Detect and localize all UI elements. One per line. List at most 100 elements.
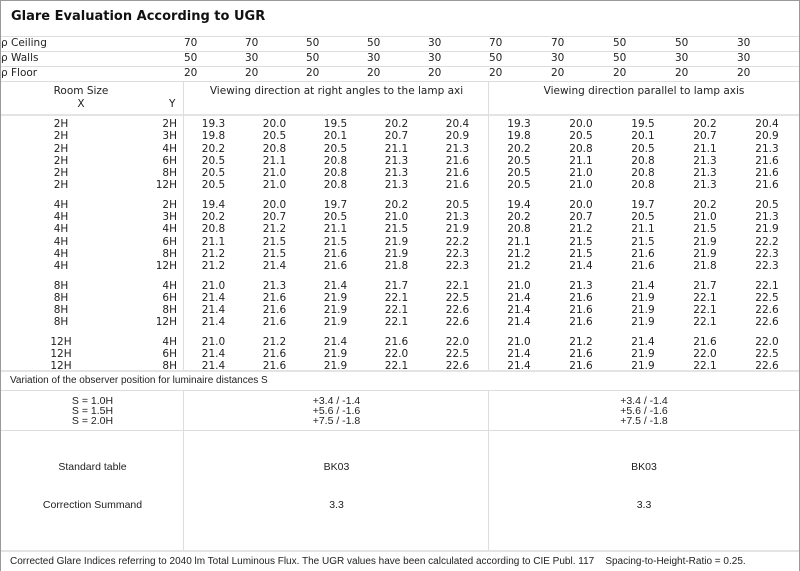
ugr-value: 20.0	[569, 198, 593, 211]
ugr-value: 22.6	[445, 316, 470, 329]
ugr-value: 21.0	[201, 335, 226, 348]
table-row: 12H 6H 21.4 21.6 21.9 22.0 22.5 21.4 21.6 21.9 22.…	[1, 348, 799, 360]
ugr-value: 20.8	[323, 179, 348, 192]
room-x: 12H	[50, 335, 72, 348]
room-size-label: Room Size	[53, 85, 109, 97]
ugr-value: 20.8	[507, 223, 531, 236]
ugr-value: 20.4	[755, 118, 779, 130]
ugr-value: 21.0	[507, 335, 531, 348]
ugr-value: 21.6	[262, 348, 287, 361]
ugr-value: 21.0	[262, 179, 287, 192]
ugr-value: 21.2	[201, 247, 226, 260]
ugr-value: 21.9	[693, 235, 717, 248]
ugr-value: 20.5	[201, 154, 226, 167]
divider	[488, 390, 489, 550]
ugr-value: 20.8	[323, 154, 348, 167]
ugr-value: 21.5	[384, 223, 409, 236]
room-x: 4H	[53, 211, 69, 224]
table-row: 8H 6H 21.4 21.6 21.9 22.1 22.5 21.4 21.6 21.9 22.1…	[1, 292, 799, 304]
variation-value: +3.4 / -1.4	[312, 395, 361, 407]
ugr-value: 21.4	[507, 304, 531, 317]
ugr-value: 20.5	[755, 198, 779, 211]
reflectance-label: ρ Ceiling	[1, 36, 184, 51]
table-row: 12H 4H 21.0 21.2 21.4 21.6 22.0 21.0 21.2 21.4 21.…	[1, 336, 799, 348]
ugr-value: 20.8	[569, 142, 593, 155]
ugr-value: 20.2	[507, 211, 531, 224]
table-row: 4H 3H 20.2 20.7 20.5 21.0 21.3 20.2 20.7 20.5 21.0…	[1, 211, 799, 223]
ugr-value: 21.6	[569, 360, 593, 373]
ugr-value: 20.2	[693, 198, 717, 211]
room-y: 4H	[162, 142, 177, 155]
ugr-value: 21.2	[262, 335, 287, 348]
ugr-value: 20.8	[201, 223, 226, 236]
ugr-value: 21.0	[693, 211, 717, 224]
ugr-value: 21.4	[507, 360, 531, 373]
reflectance-value: 30	[245, 51, 306, 66]
ugr-value: 20.8	[631, 167, 655, 180]
reflectance-value: 20	[737, 66, 799, 81]
ugr-value: 21.6	[262, 316, 287, 329]
ugr-value: 21.3	[569, 279, 593, 292]
ugr-value: 22.1	[693, 316, 717, 329]
ugr-value: 22.0	[693, 348, 717, 361]
ugr-value: 21.6	[445, 179, 470, 192]
ugr-value: 21.5	[631, 235, 655, 248]
ugr-value: 21.5	[323, 235, 348, 248]
room-y: 8H	[162, 304, 177, 317]
ugr-value: 21.2	[262, 223, 287, 236]
correction-perpendicular: 3.3	[329, 499, 344, 511]
reflectance-value: 50	[306, 51, 367, 66]
ugr-value: 21.8	[384, 260, 409, 273]
ugr-value: 22.0	[755, 335, 779, 348]
ugr-value: 21.1	[693, 142, 717, 155]
reflectance-value: 20	[428, 66, 489, 81]
ugr-value: 21.4	[631, 335, 655, 348]
ugr-value: 20.2	[384, 118, 409, 130]
table-row: 2H 3H 19.8 20.5 20.1 20.7 20.9 19.8 20.5 20.1 20.7…	[1, 130, 799, 142]
ugr-value: 21.1	[323, 223, 348, 236]
ugr-value: 21.2	[507, 260, 531, 273]
reflectance-value: 30	[737, 51, 799, 66]
y-label: Y	[169, 98, 176, 110]
ugr-value: 22.1	[755, 279, 779, 292]
standard-section: Standard table BK03 BK03 Correction Summ…	[1, 430, 799, 550]
ugr-value: 21.6	[631, 247, 655, 260]
ugr-value: 21.4	[262, 260, 287, 273]
ugr-value: 21.9	[755, 223, 779, 236]
ugr-value: 20.4	[445, 118, 470, 130]
reflectance-value: 70	[245, 36, 306, 51]
ugr-value: 22.1	[384, 360, 409, 373]
room-y: 4H	[162, 279, 177, 292]
ugr-value: 21.3	[445, 211, 470, 224]
correction-label: Correction Summand	[42, 499, 143, 511]
ugr-value: 21.2	[569, 223, 593, 236]
ugr-value: 21.6	[569, 316, 593, 329]
ugr-value: 19.8	[507, 130, 531, 143]
ugr-value: 21.6	[262, 291, 287, 304]
table-row: 8H 12H 21.4 21.6 21.9 22.1 22.6 21.4 21.6 21.9 22.…	[1, 316, 799, 328]
ugr-value: 21.9	[384, 247, 409, 260]
room-x: 4H	[53, 247, 69, 260]
standard-table-parallel: BK03	[631, 461, 657, 473]
ugr-value: 20.2	[201, 142, 226, 155]
reflectance-table: ρ Ceiling 70 70 50 50 30 70 70 50 50 30 ρ Walls 50 30…	[1, 36, 799, 81]
room-y: 12H	[155, 179, 177, 192]
reflectance-value: 30	[551, 51, 613, 66]
ugr-value: 19.7	[631, 198, 655, 211]
ugr-value: 21.4	[631, 279, 655, 292]
ugr-value: 21.3	[384, 179, 409, 192]
room-x: 2H	[53, 179, 69, 192]
ugr-value: 20.5	[323, 211, 348, 224]
divider	[183, 81, 184, 371]
ugr-value: 21.6	[693, 335, 717, 348]
ugr-value: 20.7	[569, 211, 593, 224]
ugr-value: 20.0	[262, 198, 287, 211]
ugr-value: 20.5	[201, 167, 226, 180]
ugr-value: 21.6	[445, 167, 470, 180]
variation-value: +3.4 / -1.4	[620, 395, 668, 407]
room-y: 6H	[162, 348, 177, 361]
footer-note: Corrected Glare Indices referring to 204…	[1, 550, 799, 571]
ugr-value: 20.8	[262, 142, 287, 155]
perpendicular-variation: +3.4 / -1.4 +5.6 / -1.6 +7.5 / -1.8	[184, 395, 489, 427]
reflectance-value: 20	[367, 66, 428, 81]
